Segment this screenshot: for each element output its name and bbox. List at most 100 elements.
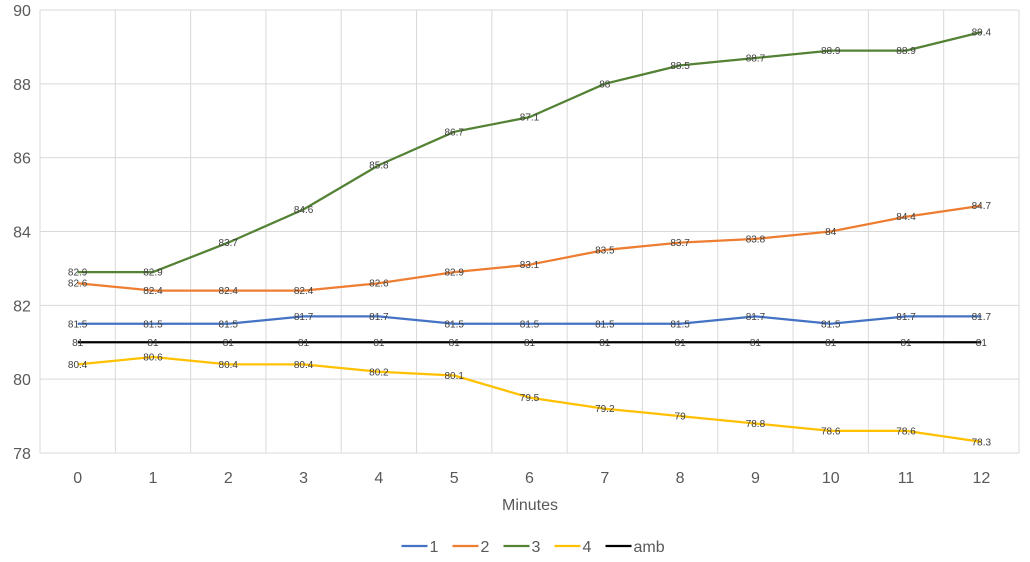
data-label-1: 81.5 xyxy=(670,319,690,330)
data-label-2: 82.6 xyxy=(68,279,88,290)
y-tick-label: 88 xyxy=(13,77,31,94)
data-label-3: 89.4 xyxy=(972,28,992,39)
x-axis-title: Minutes xyxy=(502,497,558,514)
data-label-1: 81.5 xyxy=(444,319,464,330)
legend-item-1: 1 xyxy=(401,539,439,556)
data-label-amb: 81 xyxy=(373,338,385,349)
y-tick-label: 84 xyxy=(13,225,31,242)
gridlines xyxy=(39,9,1020,454)
x-tick-label: 8 xyxy=(676,470,685,487)
data-label-3: 82.9 xyxy=(68,268,88,279)
data-label-4: 80.4 xyxy=(294,360,314,371)
data-label-amb: 81 xyxy=(825,338,837,349)
x-tick-label: 11 xyxy=(898,470,915,487)
data-label-4: 78.6 xyxy=(821,426,841,437)
data-label-3: 88.5 xyxy=(670,61,690,72)
y-tick-label: 80 xyxy=(13,372,31,389)
x-axis-ticks: 0 1 2 3 4 5 6 7 8 9 10 11 12 xyxy=(73,470,990,487)
data-label-4: 79.5 xyxy=(520,393,540,404)
y-axis-ticks: 78 80 82 84 86 88 90 xyxy=(13,3,31,463)
data-label-1: 81.5 xyxy=(68,319,88,330)
x-tick-label: 2 xyxy=(224,470,233,487)
data-label-1: 81.5 xyxy=(143,319,163,330)
y-tick-label: 78 xyxy=(13,446,31,463)
series-lines xyxy=(77,31,982,444)
data-label-2: 82.4 xyxy=(219,286,239,297)
data-label-2: 82.9 xyxy=(444,268,464,279)
data-label-4: 78.6 xyxy=(896,426,916,437)
data-label-3: 88 xyxy=(599,79,611,90)
data-label-4: 78.8 xyxy=(746,419,766,430)
data-label-1: 81.5 xyxy=(821,319,841,330)
x-tick-label: 7 xyxy=(600,470,609,487)
x-tick-label: 3 xyxy=(299,470,308,487)
legend-label: 2 xyxy=(481,539,490,556)
data-label-amb: 81 xyxy=(298,338,310,349)
data-label-amb: 81 xyxy=(223,338,235,349)
data-label-3: 88.7 xyxy=(746,53,766,64)
x-tick-label: 10 xyxy=(822,470,840,487)
series-line-1 xyxy=(77,315,982,325)
x-tick-label: 0 xyxy=(73,470,82,487)
data-label-2: 84.4 xyxy=(896,212,916,223)
data-label-1: 81.5 xyxy=(520,319,540,330)
series-line-4 xyxy=(77,355,982,444)
data-label-2: 82.6 xyxy=(369,279,389,290)
x-tick-label: 9 xyxy=(751,470,760,487)
legend: 1 2 3 4 amb xyxy=(401,539,665,556)
data-label-2: 83.1 xyxy=(520,260,540,271)
legend-label: 4 xyxy=(583,539,592,556)
data-label-1: 81.5 xyxy=(595,319,615,330)
data-label-2: 82.4 xyxy=(294,286,314,297)
x-tick-label: 6 xyxy=(525,470,534,487)
data-label-amb: 81 xyxy=(147,338,159,349)
data-label-1: 81.7 xyxy=(369,312,389,323)
data-label-amb: 81 xyxy=(449,338,461,349)
x-tick-label: 5 xyxy=(450,470,459,487)
data-label-4: 79 xyxy=(675,412,687,423)
series-line-3 xyxy=(77,31,982,274)
data-label-amb: 81 xyxy=(524,338,536,349)
data-label-2: 82.4 xyxy=(143,286,163,297)
data-label-amb: 81 xyxy=(750,338,762,349)
data-label-2: 84.7 xyxy=(972,201,992,212)
data-label-3: 82.9 xyxy=(143,268,163,279)
legend-label: 3 xyxy=(532,539,541,556)
data-label-1: 81.7 xyxy=(294,312,314,323)
y-tick-label: 90 xyxy=(13,3,31,20)
data-label-3: 88.9 xyxy=(821,46,841,57)
data-label-2: 83.7 xyxy=(670,238,690,249)
x-tick-label: 4 xyxy=(374,470,383,487)
legend-label: amb xyxy=(634,539,665,556)
data-label-3: 83.7 xyxy=(219,238,239,249)
data-label-amb: 81 xyxy=(599,338,611,349)
data-label-3: 86.7 xyxy=(444,127,464,138)
x-tick-label: 1 xyxy=(149,470,158,487)
data-label-2: 83.5 xyxy=(595,245,615,256)
data-labels: 81.5 81.5 81.5 81.7 81.7 81.5 81.5 81.5 81.5 81.7… xyxy=(68,28,992,449)
y-tick-label: 82 xyxy=(13,298,31,315)
legend-item-4: 4 xyxy=(554,539,592,556)
data-label-4: 78.3 xyxy=(972,437,992,448)
series-line-2 xyxy=(77,204,982,292)
data-label-4: 80.6 xyxy=(143,353,163,364)
y-tick-label: 86 xyxy=(13,151,31,168)
data-label-amb: 81 xyxy=(72,338,84,349)
data-label-1: 81.7 xyxy=(746,312,766,323)
data-label-4: 80.2 xyxy=(369,367,389,378)
data-label-4: 80.4 xyxy=(219,360,239,371)
data-label-1: 81.7 xyxy=(972,312,992,323)
data-label-3: 88.9 xyxy=(896,46,916,57)
data-label-3: 87.1 xyxy=(520,113,540,124)
data-label-3: 85.8 xyxy=(369,161,389,172)
legend-item-3: 3 xyxy=(503,539,541,556)
data-label-amb: 81 xyxy=(675,338,687,349)
data-label-2: 83.8 xyxy=(746,234,766,245)
legend-label: 1 xyxy=(430,539,439,556)
data-label-amb: 81 xyxy=(976,338,988,349)
legend-item-amb: amb xyxy=(605,539,665,556)
data-label-1: 81.5 xyxy=(219,319,239,330)
data-label-1: 81.7 xyxy=(896,312,916,323)
data-label-2: 84 xyxy=(825,227,837,238)
